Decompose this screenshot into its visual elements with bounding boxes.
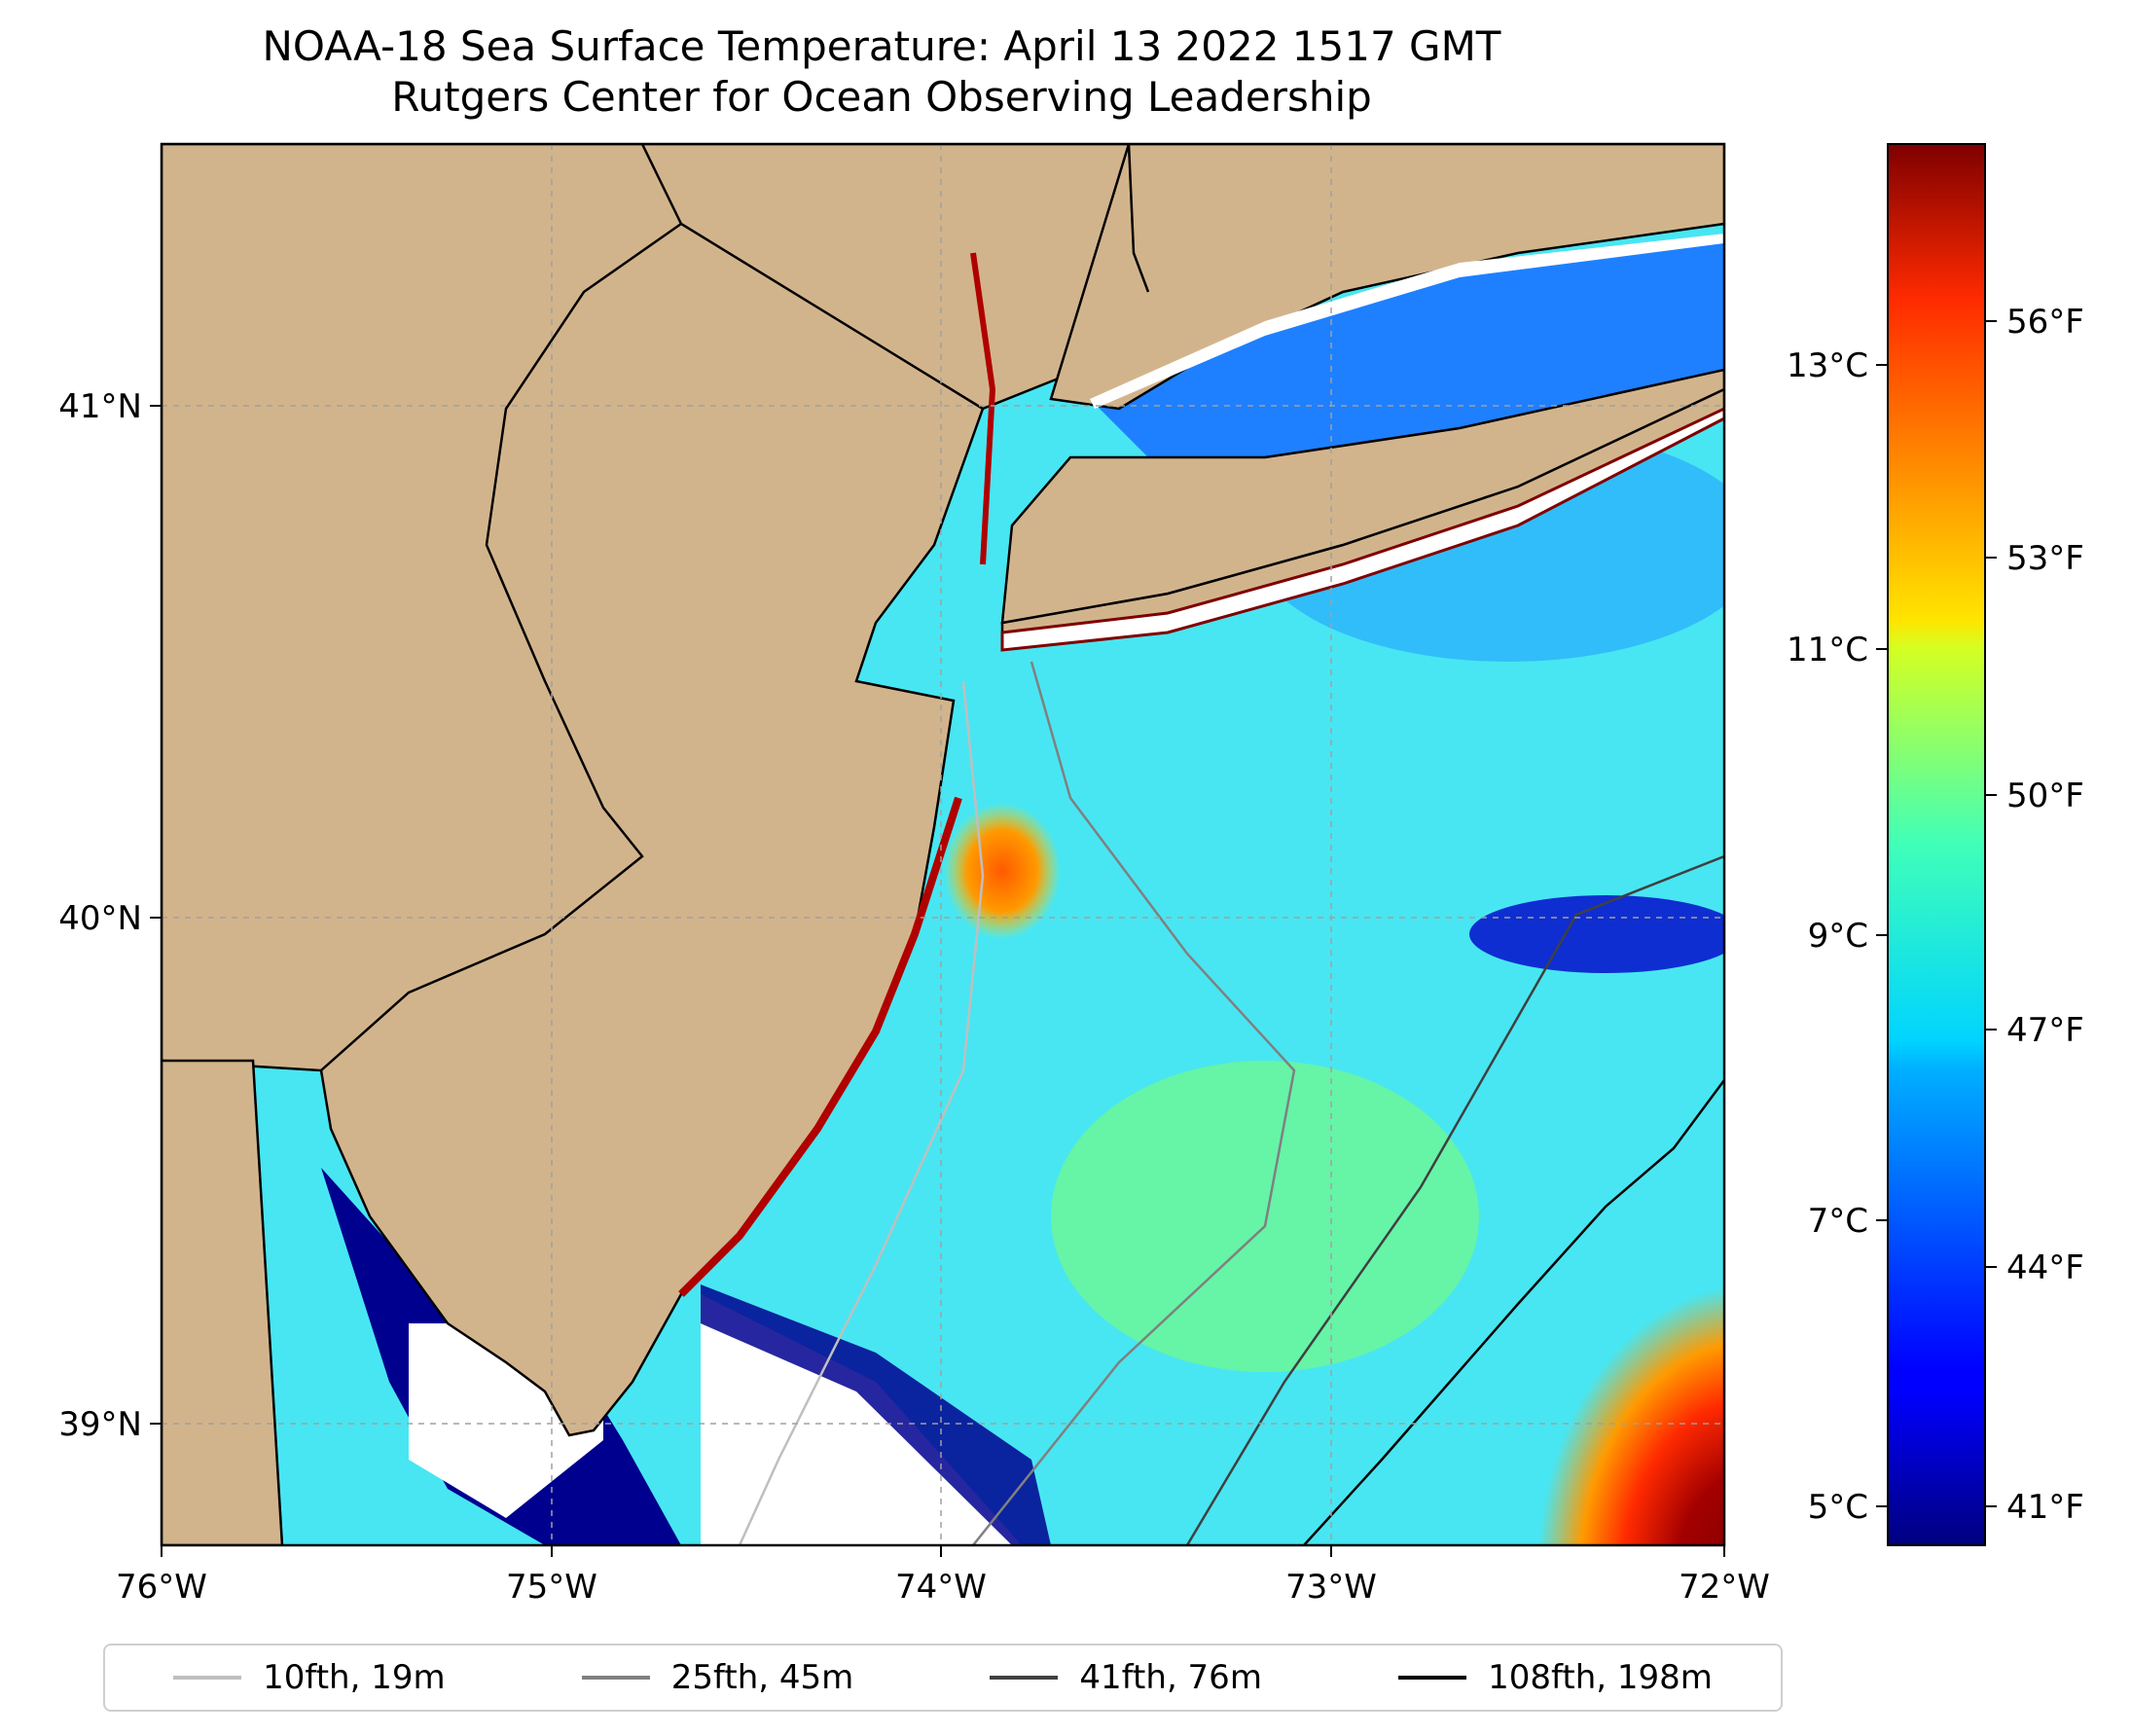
y-tick-label: 39°N	[58, 1405, 142, 1444]
isobath-45m	[972, 661, 1296, 1545]
sound-north-edge	[1090, 234, 1724, 409]
colorbar-fahrenheit-label: 56°F	[2006, 303, 2084, 342]
legend-swatch	[1398, 1676, 1467, 1680]
legend-label: 10fth, 19m	[263, 1658, 446, 1697]
x-tick-label: 76°W	[116, 1568, 207, 1607]
x-tick-label: 75°W	[506, 1568, 597, 1607]
colorbar-gradient	[1887, 143, 1986, 1546]
legend-swatch	[990, 1676, 1059, 1680]
legend-label: 25fth, 45m	[670, 1658, 854, 1697]
x-tick-label: 72°W	[1679, 1568, 1770, 1607]
colorbar-fahrenheit-label: 41°F	[2006, 1488, 2084, 1527]
land-long-island-north	[1000, 368, 1724, 625]
hudson-fringe	[970, 252, 996, 565]
delaware-river	[320, 222, 682, 1071]
x-tick-label: 74°W	[895, 1568, 987, 1607]
colorbar-fahrenheit-label: 47°F	[2006, 1011, 2084, 1050]
colorbar-celsius-label: 11°C	[1787, 631, 1868, 669]
legend-item-25fth: 25fth, 45m	[581, 1658, 854, 1697]
legend-label: 41fth, 76m	[1079, 1658, 1262, 1697]
colorbar-fahrenheit-label: 44°F	[2006, 1248, 2084, 1287]
warm-eddy	[1343, 1022, 1724, 1545]
colorbar: 5°C 7°C 9°C 11°C 13°C 41°F 44°F 47°F 50°…	[1787, 143, 2084, 1546]
y-tick-label: 40°N	[58, 899, 142, 938]
legend-item-108fth: 108fth, 198m	[1398, 1658, 1713, 1697]
long-island-south-shore	[1000, 407, 1724, 652]
legend-item-10fth: 10fth, 19m	[173, 1658, 446, 1697]
long-island-sound	[1090, 234, 1724, 457]
map-panel	[162, 144, 1724, 1545]
warm-coastal-patch	[944, 803, 1061, 939]
gridlines	[162, 144, 1724, 1545]
colorbar-fahrenheit-label: 50°F	[2006, 777, 2084, 815]
x-axis: 76°W 75°W 74°W 73°W 72°W	[116, 1545, 1770, 1607]
figure-title: NOAA-18 Sea Surface Temperature: April 1…	[0, 21, 1763, 123]
isobath-76m	[1185, 854, 1724, 1545]
isobath-198m	[1303, 1079, 1724, 1545]
y-tick-label: 41°N	[58, 387, 142, 426]
colorbar-celsius-label: 9°C	[1808, 917, 1868, 956]
legend-swatch	[173, 1676, 242, 1680]
y-axis: 41°N 40°N 39°N	[58, 387, 162, 1444]
nj-coastal-fringe	[678, 796, 962, 1297]
colorbar-fahrenheit-label: 53°F	[2006, 539, 2084, 578]
isobath-19m	[738, 680, 985, 1545]
legend-swatch	[581, 1676, 650, 1680]
colorbar-celsius-label: 5°C	[1808, 1488, 1868, 1527]
state-boundary-ny-ct	[1127, 144, 1150, 293]
title-line-2: Rutgers Center for Ocean Observing Leade…	[391, 73, 1372, 121]
title-line-1: NOAA-18 Sea Surface Temperature: April 1…	[262, 22, 1501, 70]
legend-item-41fth: 41fth, 76m	[990, 1658, 1262, 1697]
cold-shelf-band	[701, 1284, 1051, 1545]
isobath-legend: 10fth, 19m 25fth, 45m 41fth, 76m 108fth,…	[103, 1644, 1783, 1712]
colorbar-celsius-label: 13°C	[1787, 346, 1868, 385]
legend-label: 108fth, 198m	[1488, 1658, 1713, 1697]
land-delmarva	[162, 1059, 284, 1545]
colorbar-celsius-label: 7°C	[1808, 1202, 1868, 1241]
x-tick-label: 73°W	[1285, 1568, 1377, 1607]
cold-streak	[1469, 895, 1724, 973]
map-frame	[160, 142, 1726, 1547]
